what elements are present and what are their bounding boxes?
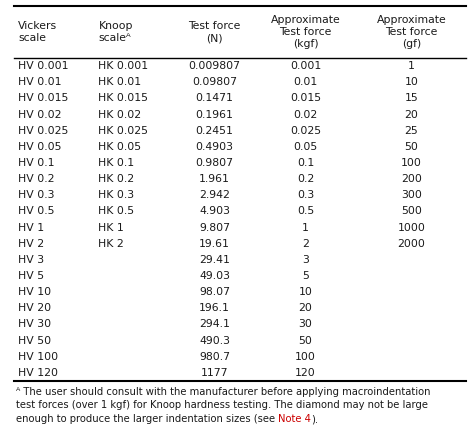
Text: HV 2: HV 2 (18, 239, 44, 249)
Text: 3: 3 (302, 255, 309, 265)
Text: HK 0.3: HK 0.3 (99, 190, 135, 200)
Text: HK 0.01: HK 0.01 (99, 77, 142, 87)
Text: 49.03: 49.03 (199, 271, 230, 281)
Text: 29.41: 29.41 (199, 255, 230, 265)
Text: 0.1961: 0.1961 (195, 110, 233, 120)
Text: 500: 500 (401, 206, 422, 216)
Text: 120: 120 (295, 368, 316, 378)
Text: 2: 2 (302, 239, 309, 249)
Text: 15: 15 (405, 94, 419, 104)
Text: 0.025: 0.025 (290, 126, 321, 135)
Text: HK 1: HK 1 (99, 222, 124, 232)
Text: 196.1: 196.1 (199, 303, 230, 313)
Text: enough to produce the larger indentation sizes (see: enough to produce the larger indentation… (16, 414, 278, 424)
Text: 0.4903: 0.4903 (195, 142, 234, 152)
Text: Note 4: Note 4 (278, 414, 311, 424)
Text: 980.7: 980.7 (199, 352, 230, 362)
Text: 0.001: 0.001 (290, 61, 321, 71)
Text: HV 0.015: HV 0.015 (18, 94, 68, 104)
Text: 4.903: 4.903 (199, 206, 230, 216)
Text: test forces (over 1 kgf) for Knoop hardness testing. The diamond may not be larg: test forces (over 1 kgf) for Knoop hardn… (16, 400, 428, 410)
Text: HV 20: HV 20 (18, 303, 51, 313)
Text: 0.2: 0.2 (297, 174, 314, 184)
Text: 490.3: 490.3 (199, 336, 230, 346)
Text: 0.02: 0.02 (293, 110, 318, 120)
Text: HV 0.3: HV 0.3 (18, 190, 55, 200)
Text: ᴬ The user should consult with the manufacturer before applying macroindentation: ᴬ The user should consult with the manuf… (16, 387, 430, 397)
Text: 0.5: 0.5 (297, 206, 314, 216)
Text: HK 0.02: HK 0.02 (99, 110, 142, 120)
Text: HV 3: HV 3 (18, 255, 44, 265)
Text: Vickers
scale: Vickers scale (18, 21, 57, 43)
Text: 5: 5 (302, 271, 309, 281)
Text: HK 0.2: HK 0.2 (99, 174, 135, 184)
Text: 0.3: 0.3 (297, 190, 314, 200)
Text: HV 0.05: HV 0.05 (18, 142, 62, 152)
Text: Test force
(N): Test force (N) (188, 21, 241, 43)
Text: HK 0.001: HK 0.001 (99, 61, 148, 71)
Text: 1: 1 (302, 222, 309, 232)
Text: HV 0.2: HV 0.2 (18, 174, 55, 184)
Text: HV 0.001: HV 0.001 (18, 61, 69, 71)
Text: Knoop
scaleᴬ: Knoop scaleᴬ (99, 21, 133, 43)
Text: 0.9807: 0.9807 (195, 158, 234, 168)
Text: HV 100: HV 100 (18, 352, 58, 362)
Text: HK 0.025: HK 0.025 (99, 126, 148, 135)
Text: 100: 100 (295, 352, 316, 362)
Text: HV 0.025: HV 0.025 (18, 126, 68, 135)
Text: 25: 25 (405, 126, 419, 135)
Text: 1177: 1177 (201, 368, 228, 378)
Text: HV 0.1: HV 0.1 (18, 158, 55, 168)
Text: 2.942: 2.942 (199, 190, 230, 200)
Text: 0.05: 0.05 (293, 142, 318, 152)
Text: 30: 30 (299, 319, 312, 329)
Text: HV 50: HV 50 (18, 336, 51, 346)
Text: 0.09807: 0.09807 (192, 77, 237, 87)
Text: HV 5: HV 5 (18, 271, 44, 281)
Text: 20: 20 (405, 110, 419, 120)
Text: HK 2: HK 2 (99, 239, 124, 249)
Text: HK 0.5: HK 0.5 (99, 206, 135, 216)
Text: 10: 10 (299, 287, 312, 297)
Text: Approximate
Test force
(kgf): Approximate Test force (kgf) (271, 14, 340, 49)
Text: 0.1: 0.1 (297, 158, 314, 168)
Text: HK 0.05: HK 0.05 (99, 142, 142, 152)
Text: 0.1471: 0.1471 (195, 94, 233, 104)
Text: 300: 300 (401, 190, 422, 200)
Text: HV 10: HV 10 (18, 287, 51, 297)
Text: 1000: 1000 (398, 222, 426, 232)
Text: 1.961: 1.961 (199, 174, 230, 184)
Text: HV 1: HV 1 (18, 222, 44, 232)
Text: 9.807: 9.807 (199, 222, 230, 232)
Text: 0.01: 0.01 (293, 77, 318, 87)
Text: ).: ). (311, 414, 318, 424)
Text: 20: 20 (299, 303, 312, 313)
Text: 98.07: 98.07 (199, 287, 230, 297)
Text: HK 0.1: HK 0.1 (99, 158, 135, 168)
Text: HK 0.015: HK 0.015 (99, 94, 148, 104)
Text: 0.2451: 0.2451 (195, 126, 233, 135)
Text: 50: 50 (405, 142, 419, 152)
Text: HV 0.02: HV 0.02 (18, 110, 62, 120)
Text: 50: 50 (299, 336, 312, 346)
Text: 10: 10 (405, 77, 419, 87)
Text: 294.1: 294.1 (199, 319, 230, 329)
Text: HV 30: HV 30 (18, 319, 51, 329)
Text: 1: 1 (408, 61, 415, 71)
Text: Approximate
Test force
(gf): Approximate Test force (gf) (377, 14, 447, 49)
Text: HV 0.5: HV 0.5 (18, 206, 55, 216)
Text: HV 120: HV 120 (18, 368, 58, 378)
Text: HV 0.01: HV 0.01 (18, 77, 62, 87)
Text: 0.015: 0.015 (290, 94, 321, 104)
Text: 0.009807: 0.009807 (189, 61, 240, 71)
Text: 19.61: 19.61 (199, 239, 230, 249)
Text: 200: 200 (401, 174, 422, 184)
Text: 2000: 2000 (398, 239, 426, 249)
Text: 100: 100 (401, 158, 422, 168)
